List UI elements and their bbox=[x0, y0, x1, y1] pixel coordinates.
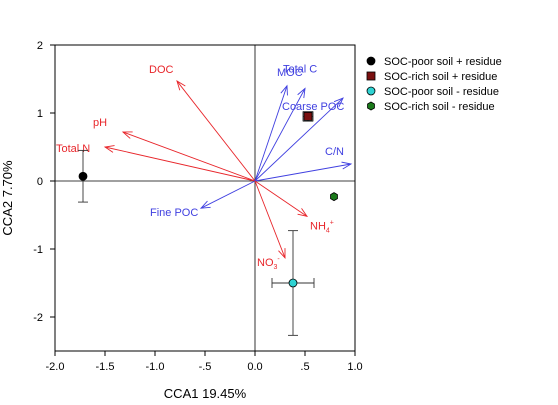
legend-label: SOC-rich soil + residue bbox=[384, 71, 497, 83]
legend-marker bbox=[367, 101, 375, 111]
vector-line bbox=[254, 180, 286, 259]
x-tick-label: -2.0 bbox=[46, 361, 65, 373]
y-axis-title: CCA2 7.70% bbox=[0, 160, 15, 236]
y-tick-label: 0 bbox=[37, 176, 43, 188]
legend-label: SOC-poor soil - residue bbox=[384, 86, 499, 98]
y-tick-label: -2 bbox=[33, 312, 43, 324]
point-soc-rich-soil-residue bbox=[330, 192, 338, 202]
vector-c-n: C/N bbox=[254, 146, 353, 182]
data-marker bbox=[330, 192, 338, 202]
plot-frame bbox=[54, 44, 356, 352]
vector-arrowhead bbox=[341, 161, 353, 170]
x-tick-label: 1.0 bbox=[347, 361, 362, 373]
x-tick-label: 0.0 bbox=[247, 361, 262, 373]
legend-label: SOC-rich soil - residue bbox=[384, 101, 495, 113]
x-axis-ticks: -2.0 -1.5 -1.0 -.5 0.0 .5 1.0 bbox=[46, 351, 363, 373]
vector-doc: DOC bbox=[149, 64, 256, 182]
legend-item: SOC-rich soil - residue bbox=[367, 101, 495, 113]
vector-label: DOC bbox=[149, 64, 174, 76]
legend: SOC-poor soil + residue SOC-rich soil + r… bbox=[366, 56, 502, 113]
legend-item: SOC-poor soil - residue bbox=[366, 86, 499, 98]
vector-label: C/N bbox=[325, 146, 344, 158]
vector-line bbox=[254, 85, 288, 182]
x-tick-label: -1.0 bbox=[146, 361, 165, 373]
vector-label: Total C bbox=[283, 64, 317, 76]
vector-line bbox=[104, 146, 256, 182]
y-tick-label: 1 bbox=[37, 108, 43, 120]
vector-label: NH4+ bbox=[310, 219, 334, 234]
vector-no3-: NO3- bbox=[254, 180, 286, 271]
vector-label: Total N bbox=[56, 143, 90, 155]
y-axis-ticks: 2 1 0 -1 -2 bbox=[33, 40, 55, 324]
x-tick-label: -.5 bbox=[199, 361, 212, 373]
vector-line bbox=[254, 88, 306, 182]
vector-arrowhead bbox=[280, 84, 288, 96]
vector-line bbox=[254, 97, 344, 182]
vector-ph: pH bbox=[93, 117, 256, 182]
y-tick-label: 2 bbox=[37, 40, 43, 52]
data-marker bbox=[288, 278, 298, 288]
vector-label: pH bbox=[93, 117, 107, 129]
legend-item: SOC-poor soil + residue bbox=[366, 56, 502, 68]
vector-arrowhead bbox=[297, 87, 306, 99]
point-soc-poor-soil-residue bbox=[78, 149, 88, 203]
x-tick-label: -1.5 bbox=[96, 361, 115, 373]
vector-arrowhead bbox=[103, 145, 115, 153]
vector-arrowhead bbox=[278, 248, 286, 259]
vector-coarse-poc: Coarse POC bbox=[254, 97, 344, 182]
vector-line bbox=[254, 180, 308, 217]
treatment-points bbox=[78, 111, 338, 336]
legend-marker bbox=[366, 86, 376, 96]
legend-marker bbox=[366, 71, 376, 81]
point-soc-rich-soil-residue bbox=[302, 111, 314, 122]
vector-moc: MOC bbox=[254, 67, 303, 182]
legend-label: SOC-poor soil + residue bbox=[384, 56, 502, 68]
vector-fine-poc: Fine POC bbox=[150, 180, 256, 219]
vector-line bbox=[254, 163, 352, 182]
vector-line bbox=[176, 80, 256, 182]
vector-total-n: Total N bbox=[56, 143, 256, 182]
y-tick-label: -1 bbox=[33, 244, 43, 256]
vector-total-c: Total C bbox=[254, 64, 317, 182]
data-marker bbox=[303, 112, 313, 121]
vector-line bbox=[122, 131, 256, 182]
x-axis-title: CCA1 19.45% bbox=[164, 386, 247, 401]
vector-line bbox=[200, 180, 256, 209]
point-soc-poor-soil-residue bbox=[271, 230, 315, 336]
vector-label: Coarse POC bbox=[282, 101, 344, 113]
vector-label: Fine POC bbox=[150, 207, 198, 219]
x-tick-label: .5 bbox=[300, 361, 309, 373]
vector-arrowhead bbox=[121, 131, 133, 139]
legend-marker bbox=[366, 56, 376, 66]
vector-arrowhead bbox=[199, 200, 211, 209]
vector-label: MOC bbox=[277, 67, 303, 79]
vector-arrowhead bbox=[176, 80, 186, 91]
vector-nh4-: NH4+ bbox=[254, 180, 334, 234]
vector-arrowhead bbox=[333, 97, 344, 107]
vector-arrowhead bbox=[297, 208, 309, 218]
data-marker bbox=[78, 171, 88, 181]
legend-item: SOC-rich soil + residue bbox=[366, 71, 497, 83]
vector-label: NO3- bbox=[257, 256, 280, 271]
